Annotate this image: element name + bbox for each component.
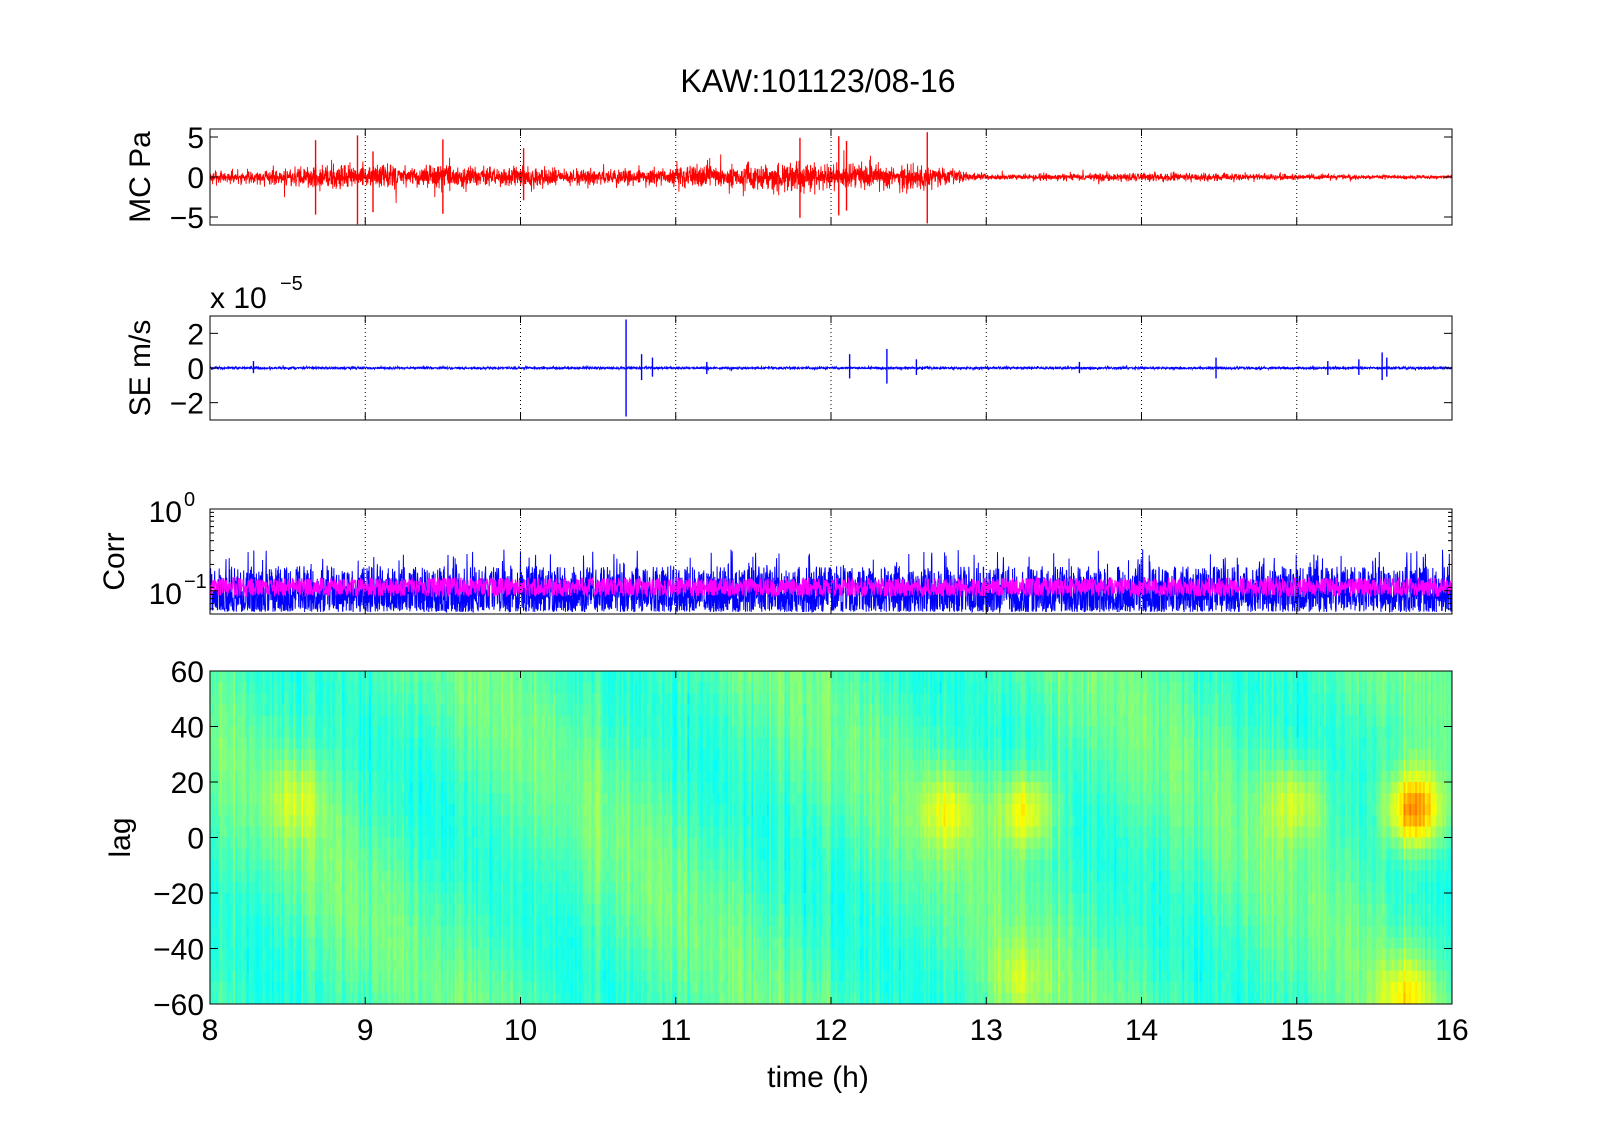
y-tick-label: 0 [187,162,204,195]
y-axis-label: Corr [98,532,131,590]
y-tick-label: 10 [149,496,182,529]
y-tick-label: 2 [187,318,204,351]
y-tick-label: −2 [170,388,204,421]
y-tick-label: 10 [149,578,182,611]
y-tick-label-exponent: −1 [184,571,207,593]
y-axis-label: SE m/s [124,320,157,417]
y-axis-label: MC Pa [124,131,157,223]
y-tick-label: 5 [187,122,204,155]
y-tick-label: 0 [187,353,204,386]
plot-area-lag [210,671,1455,1005]
y-exponent-label: x 10 [210,282,267,315]
y-tick-label-exponent: 0 [184,489,195,511]
y-exponent-power: −5 [280,273,303,295]
y-tick-label: −5 [170,202,204,235]
figure-title: KAW:101123/08-16 [680,63,955,99]
figure: KAW:101123/08-16 −505MC Pa−202x 10 −5SE m… [0,0,1597,1124]
